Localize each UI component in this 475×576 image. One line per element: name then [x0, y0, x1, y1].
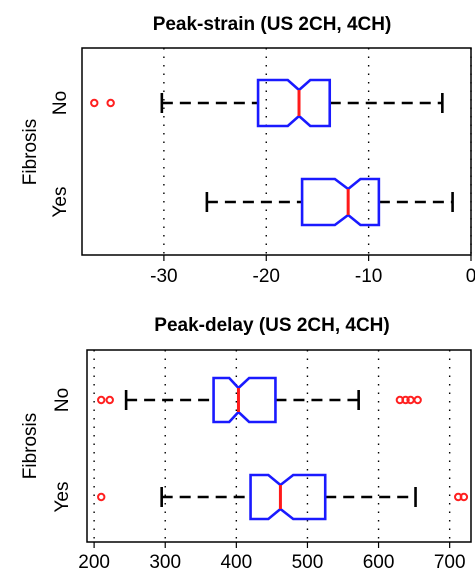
- notched-box: [212, 376, 277, 424]
- category-label-no: No: [50, 91, 71, 115]
- x-tick-label: -30: [150, 266, 177, 287]
- x-tick-label: 300: [149, 552, 181, 573]
- outlier-point: [459, 492, 469, 502]
- outlier-point: [105, 395, 114, 405]
- box-series: [97, 376, 469, 521]
- notched-box: [249, 473, 327, 521]
- peak-delay-panel: Peak-delay (US 2CH, 4CH) 200 300 400 500 600…: [20, 315, 472, 573]
- category-label-yes: Yes: [52, 482, 73, 513]
- outlier-point: [406, 395, 415, 405]
- x-ticks: 200 300 400 500 600 700: [78, 542, 466, 573]
- chart-title: Peak-strain (US 2CH, 4CH): [153, 14, 392, 35]
- grid-lines: [163, 48, 472, 255]
- x-tick-label: 400: [220, 552, 252, 573]
- category-label-yes: Yes: [50, 187, 71, 218]
- outlier-point: [97, 492, 106, 502]
- x-tick-label: -10: [355, 266, 382, 287]
- x-tick-label: 200: [78, 552, 110, 573]
- notched-box: [300, 177, 381, 227]
- category-label-no: No: [52, 388, 73, 412]
- x-tick-label: 500: [292, 552, 324, 573]
- outlier-point: [106, 98, 115, 108]
- outlier-point: [97, 395, 106, 405]
- y-axis-label: Fibrosis: [20, 119, 41, 186]
- x-tick-label: 0: [466, 266, 475, 287]
- outlier-point: [401, 395, 410, 405]
- x-ticks: -30 -20 -10 0: [150, 255, 475, 287]
- box-series: [90, 78, 454, 227]
- x-tick-label: -20: [253, 266, 280, 287]
- x-tick-label: 600: [363, 552, 395, 573]
- outlier-point: [413, 395, 422, 405]
- notched-box: [256, 78, 332, 128]
- peak-strain-panel: Peak-strain (US 2CH, 4CH) -30 -20 -10 0 No …: [20, 14, 475, 287]
- x-tick-label: 700: [434, 552, 466, 573]
- plot-frame: [86, 349, 472, 543]
- y-axis-label: Fibrosis: [20, 413, 41, 480]
- chart-title: Peak-delay (US 2CH, 4CH): [154, 315, 389, 336]
- outlier-point: [90, 98, 99, 108]
